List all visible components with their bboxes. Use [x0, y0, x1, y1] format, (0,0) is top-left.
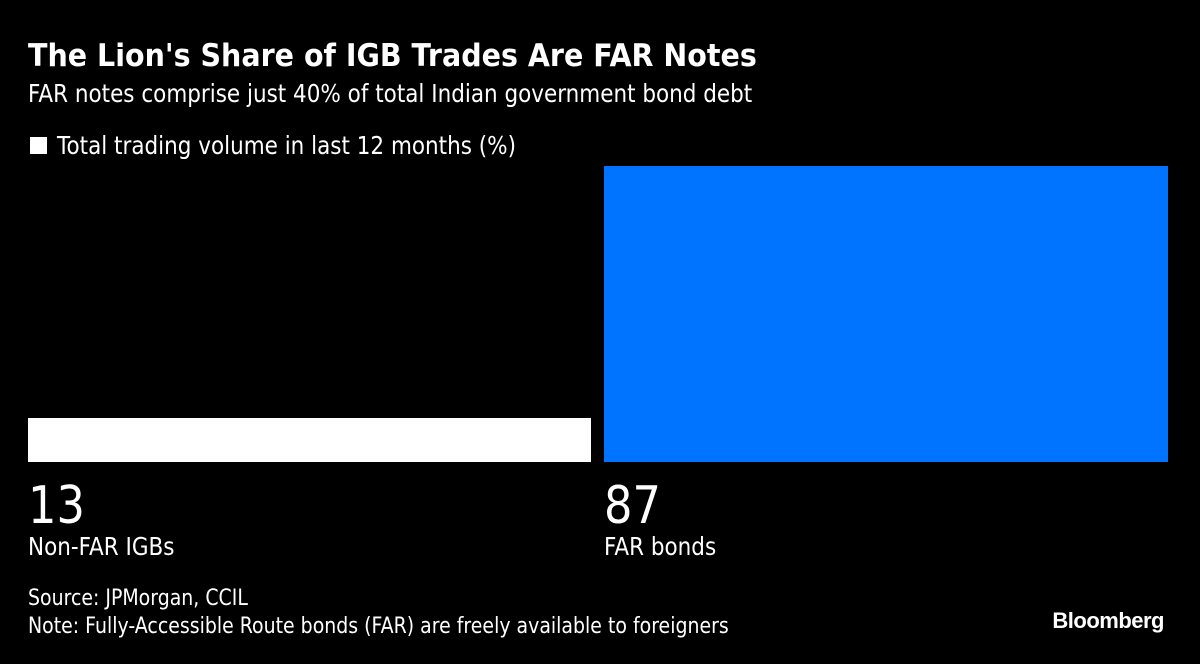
- bar-non-far: [28, 418, 591, 462]
- source-note: Source: JPMorgan, CCIL: [28, 586, 248, 611]
- chart-title: The Lion's Share of IGB Trades Are FAR N…: [28, 38, 757, 74]
- legend-swatch-icon: [30, 137, 47, 154]
- bar-label-far: FAR bonds: [604, 532, 717, 561]
- bar-value-far: 87: [604, 476, 661, 536]
- footnote: Note: Fully-Accessible Route bonds (FAR)…: [28, 614, 729, 639]
- legend-label: Total trading volume in last 12 months (…: [57, 131, 516, 160]
- bar-value-non-far: 13: [28, 476, 85, 536]
- chart-subtitle: FAR notes comprise just 40% of total Ind…: [28, 79, 753, 108]
- bar-far: [604, 166, 1168, 462]
- bar-label-non-far: Non-FAR IGBs: [28, 532, 175, 561]
- legend: Total trading volume in last 12 months (…: [30, 131, 591, 160]
- bloomberg-logo: Bloomberg: [1052, 608, 1164, 633]
